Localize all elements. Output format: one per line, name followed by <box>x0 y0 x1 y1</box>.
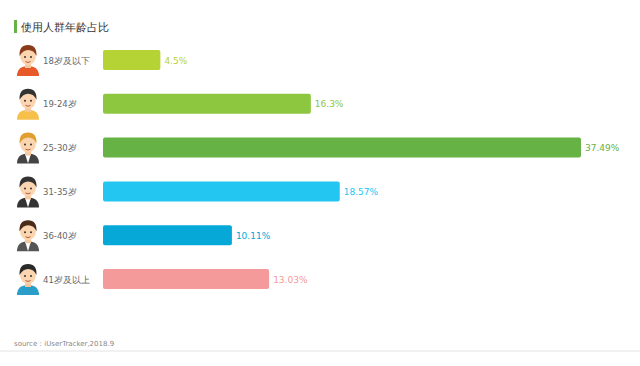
avatar-eye <box>30 187 32 189</box>
avatar <box>17 89 39 120</box>
avatar-mouth <box>26 281 31 282</box>
data-label: 10.11% <box>236 231 271 241</box>
avatar <box>17 220 39 251</box>
avatar-eye <box>30 144 32 146</box>
avatar-eye <box>30 100 32 102</box>
avatar-eye <box>24 187 26 189</box>
avatar-hair <box>19 176 36 187</box>
labels: 4.5% 18岁及以下 16.3% 19-24岁 37.49% 25-30岁 18.57% 3… <box>43 56 620 285</box>
data-label: 13.03% <box>273 275 308 285</box>
bars <box>103 50 581 289</box>
avatar <box>17 133 39 164</box>
avatar-eye <box>24 100 26 102</box>
avatar-eye <box>24 144 26 146</box>
source: source：iUserTracker,2018.9 <box>14 340 114 348</box>
bar <box>103 50 160 70</box>
data-label: 16.3% <box>315 99 344 109</box>
avatar-mouth <box>26 62 31 63</box>
avatar-mouth <box>26 149 31 150</box>
avatar-hair <box>19 220 36 231</box>
avatar-eye <box>30 275 32 277</box>
category-label: 25-30岁 <box>43 143 77 153</box>
avatar <box>17 45 39 76</box>
avatar-eye <box>24 231 26 233</box>
category-label: 31-35岁 <box>43 187 77 197</box>
data-label: 37.49% <box>585 143 620 153</box>
bar <box>103 269 269 289</box>
avatar-eye <box>30 231 32 233</box>
chart: 使用人群年龄占比 4.5% 18岁及以下 16.3% 19-24岁 37.49% 25-30… <box>0 0 640 366</box>
category-label: 36-40岁 <box>43 231 77 241</box>
data-label: 18.57% <box>344 187 379 197</box>
data-label: 4.5% <box>164 56 187 66</box>
avatar-hair <box>19 133 36 144</box>
avatar-mouth <box>26 105 31 106</box>
bar <box>103 138 581 158</box>
bar <box>103 181 340 201</box>
icons <box>17 45 39 295</box>
title-marker <box>14 20 17 33</box>
avatar-hair <box>19 264 36 275</box>
title: 使用人群年龄占比 <box>21 21 109 34</box>
category-label: 18岁及以下 <box>43 56 90 66</box>
avatar-eye <box>24 56 26 58</box>
avatar-eye <box>30 56 32 58</box>
avatar-mouth <box>26 237 31 238</box>
avatar-eye <box>24 275 26 277</box>
avatar <box>17 176 39 207</box>
category-label: 19-24岁 <box>43 99 77 109</box>
avatar <box>17 264 39 295</box>
footer-line <box>0 351 640 352</box>
bar <box>103 94 311 114</box>
bar <box>103 225 232 245</box>
avatar-hair <box>19 89 36 100</box>
avatar-mouth <box>26 193 31 194</box>
avatar-hair <box>19 45 36 56</box>
category-label: 41岁及以上 <box>43 275 90 285</box>
